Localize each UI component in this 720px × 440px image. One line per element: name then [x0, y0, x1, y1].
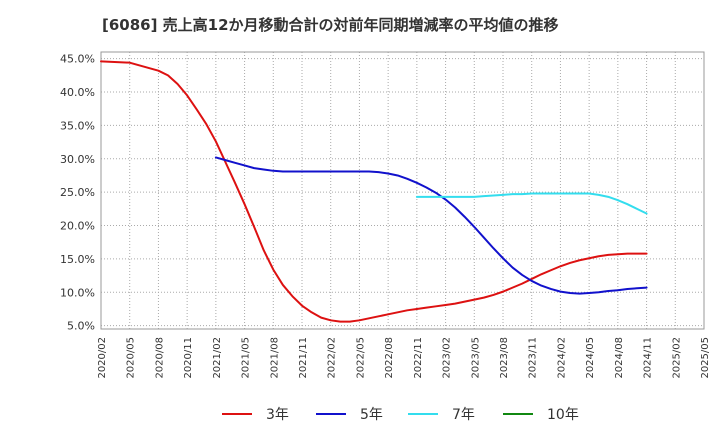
- series-line-7年: [415, 192, 648, 215]
- x-tick-label: 2023/02: [442, 337, 453, 379]
- y-tick-label: 45.0%: [60, 53, 95, 66]
- series-lines: [100, 60, 648, 323]
- y-tick-label: 40.0%: [60, 86, 95, 99]
- legend-label: 5年: [360, 407, 383, 423]
- x-tick-label: 2023/05: [470, 337, 481, 379]
- y-tick-label: 10.0%: [60, 286, 95, 299]
- x-tick-label: 2022/08: [384, 337, 395, 379]
- x-tick-label: 2023/08: [499, 337, 510, 379]
- x-tick-label: 2020/11: [183, 337, 194, 379]
- x-tick-label: 2025/05: [700, 337, 711, 379]
- y-tick-label: 30.0%: [60, 153, 95, 166]
- y-tick-label: 35.0%: [60, 119, 95, 132]
- x-tick-label: 2020/05: [126, 337, 137, 379]
- gridlines: [100, 52, 705, 329]
- chart-title: [6086] 売上高12か月移動合計の対前年同期増減率の平均値の推移: [102, 16, 559, 34]
- y-tick-label: 20.0%: [60, 220, 95, 233]
- x-axis-ticks: 2020/02 2020/05 2020/08 2020/11 2021/02 2021/…: [97, 337, 711, 379]
- x-tick-label: 2023/11: [528, 337, 539, 379]
- y-tick-label: 5.0%: [67, 320, 95, 333]
- x-tick-label: 2022/05: [355, 337, 366, 379]
- x-tick-label: 2022/02: [327, 337, 338, 379]
- x-tick-label: 2020/08: [154, 337, 165, 379]
- legend-label: 3年: [266, 407, 289, 423]
- x-tick-label: 2024/08: [614, 337, 625, 379]
- x-tick-label: 2021/02: [212, 337, 223, 379]
- x-tick-label: 2024/11: [643, 337, 654, 379]
- x-tick-label: 2024/02: [556, 337, 567, 379]
- x-tick-label: 2020/02: [97, 337, 108, 379]
- x-tick-label: 2021/08: [269, 337, 280, 379]
- x-tick-label: 2021/11: [298, 337, 309, 379]
- x-tick-label: 2021/05: [241, 337, 252, 379]
- y-tick-label: 25.0%: [60, 186, 95, 199]
- x-tick-label: 2025/02: [671, 337, 682, 379]
- y-tick-label: 15.0%: [60, 253, 95, 266]
- series-line-3年: [100, 60, 648, 323]
- y-axis-ticks: 5.0% 10.0% 15.0% 20.0% 25.0% 30.0% 35.0% 40.0% 4…: [60, 53, 95, 333]
- plot-area-frame: [100, 51, 705, 330]
- x-tick-label: 2022/11: [413, 337, 424, 379]
- series-line-5年: [214, 156, 648, 295]
- legend: 3年 5年 7年 10年: [222, 407, 579, 423]
- x-tick-label: 2024/05: [585, 337, 596, 379]
- legend-label: 10年: [547, 407, 579, 423]
- legend-label: 7年: [452, 407, 475, 423]
